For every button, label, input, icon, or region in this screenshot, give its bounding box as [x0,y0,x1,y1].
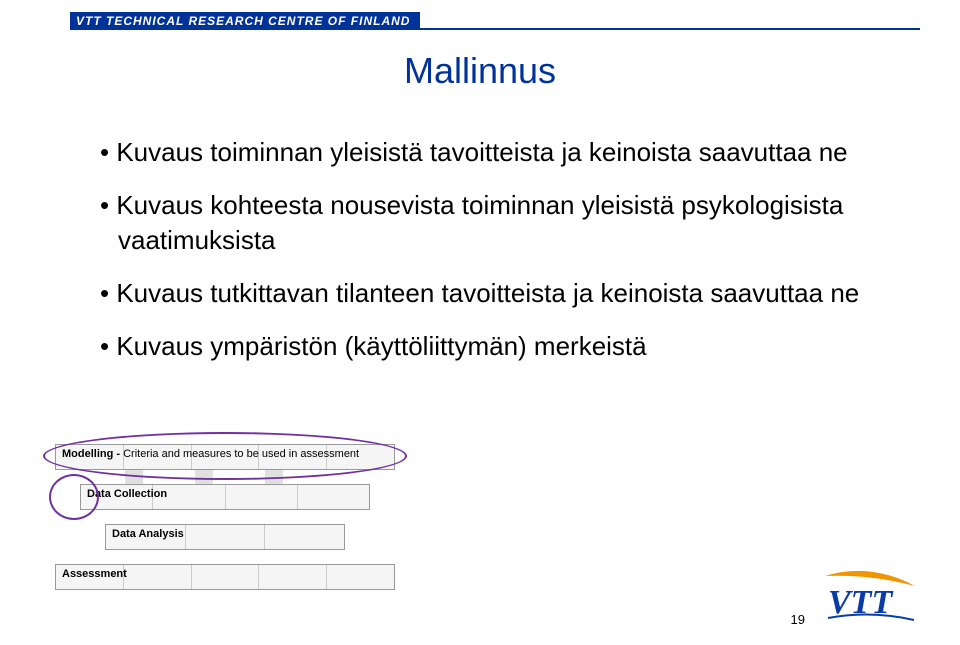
diagram-row-data-analysis: Data Analysis [105,524,345,550]
highlight-ellipse-small [49,474,99,520]
bullet-item: Kuvaus tutkittavan tilanteen tavoitteist… [100,276,880,311]
diagram-row-label: Data Collection [87,488,167,500]
diagram-row-label: Data Analysis [112,528,184,540]
header-org-text: VTT TECHNICAL RESEARCH CENTRE OF FINLAND [76,14,410,28]
label-bold: Data Analysis [112,528,184,540]
label-bold: Data Collection [87,488,167,500]
bullet-item: Kuvaus ympäristön (käyttöliittymän) merk… [100,329,880,364]
page-number: 19 [791,612,805,627]
bullet-list: Kuvaus toiminnan yleisistä tavoitteista … [100,135,880,382]
diagram-row-data-collection: Data Collection [80,484,370,510]
slide-title: Mallinnus [0,50,960,92]
bullet-item: Kuvaus toiminnan yleisistä tavoitteista … [100,135,880,170]
header-rule [70,28,920,30]
vtt-logo: VTT [820,568,920,623]
highlight-ellipse [43,432,407,480]
label-bold: Assessment [62,568,127,580]
process-diagram: Modelling - Criteria and measures to be … [55,440,395,590]
diagram-row-label: Assessment [62,568,127,580]
bullet-item: Kuvaus kohteesta nousevista toiminnan yl… [100,188,880,258]
diagram-row-assessment: Assessment [55,564,395,590]
